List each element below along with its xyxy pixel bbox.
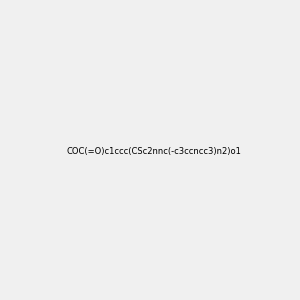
Text: COC(=O)c1ccc(CSc2nnc(-c3ccncc3)n2)o1: COC(=O)c1ccc(CSc2nnc(-c3ccncc3)n2)o1 <box>66 147 241 156</box>
